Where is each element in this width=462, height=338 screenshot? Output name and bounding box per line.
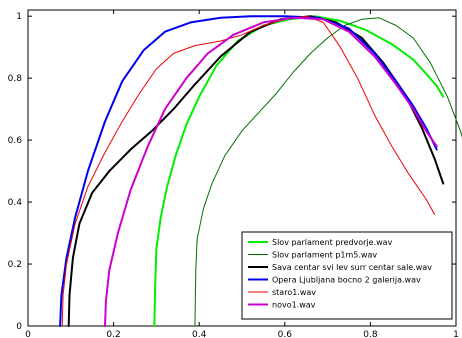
- legend-box: [241, 231, 453, 320]
- x-tick-label: 0.8: [363, 330, 378, 338]
- series-line-2: [194, 17, 462, 327]
- y-tick-label: 0.6: [8, 136, 23, 146]
- series-line-4: [59, 15, 438, 327]
- x-tick-label: 1: [453, 330, 459, 338]
- y-tick-label: 0.8: [8, 74, 23, 84]
- y-tick-label: 0.4: [8, 198, 23, 208]
- legend: Slov parlament predvorje.wav Slov parlame…: [241, 231, 453, 320]
- legend-label: Slov parlament predvorje.wav: [272, 238, 393, 247]
- x-tick-label: 0.6: [278, 330, 293, 338]
- series-lines: [59, 15, 462, 327]
- x-tick-label: 0.4: [192, 330, 207, 338]
- series-line-5: [61, 15, 436, 327]
- y-tick-label: 0.2: [8, 260, 22, 270]
- x-tick-label: 0.2: [106, 330, 120, 338]
- legend-label: Opera Ljubljana bocno 2 galerija.wav: [272, 276, 421, 285]
- legend-label: staro1.wav: [272, 288, 316, 297]
- series-line-1: [153, 15, 445, 327]
- series-line-6: [104, 16, 438, 327]
- legend-label: novo1.wav: [272, 301, 316, 310]
- y-tick-label: 1: [16, 12, 22, 22]
- axis-ticks: 0 0.2 0.4 0.6 0.8 1 0 0.2 0.4 0.6 0.8 1: [8, 10, 459, 338]
- x-tick-label: 0: [25, 330, 31, 338]
- legend-label: Sava centar svi lev surr centar sale.wav: [272, 263, 432, 272]
- legend-label: Slov parlament p1m5.wav: [272, 251, 377, 260]
- y-tick-label: 0: [16, 322, 22, 332]
